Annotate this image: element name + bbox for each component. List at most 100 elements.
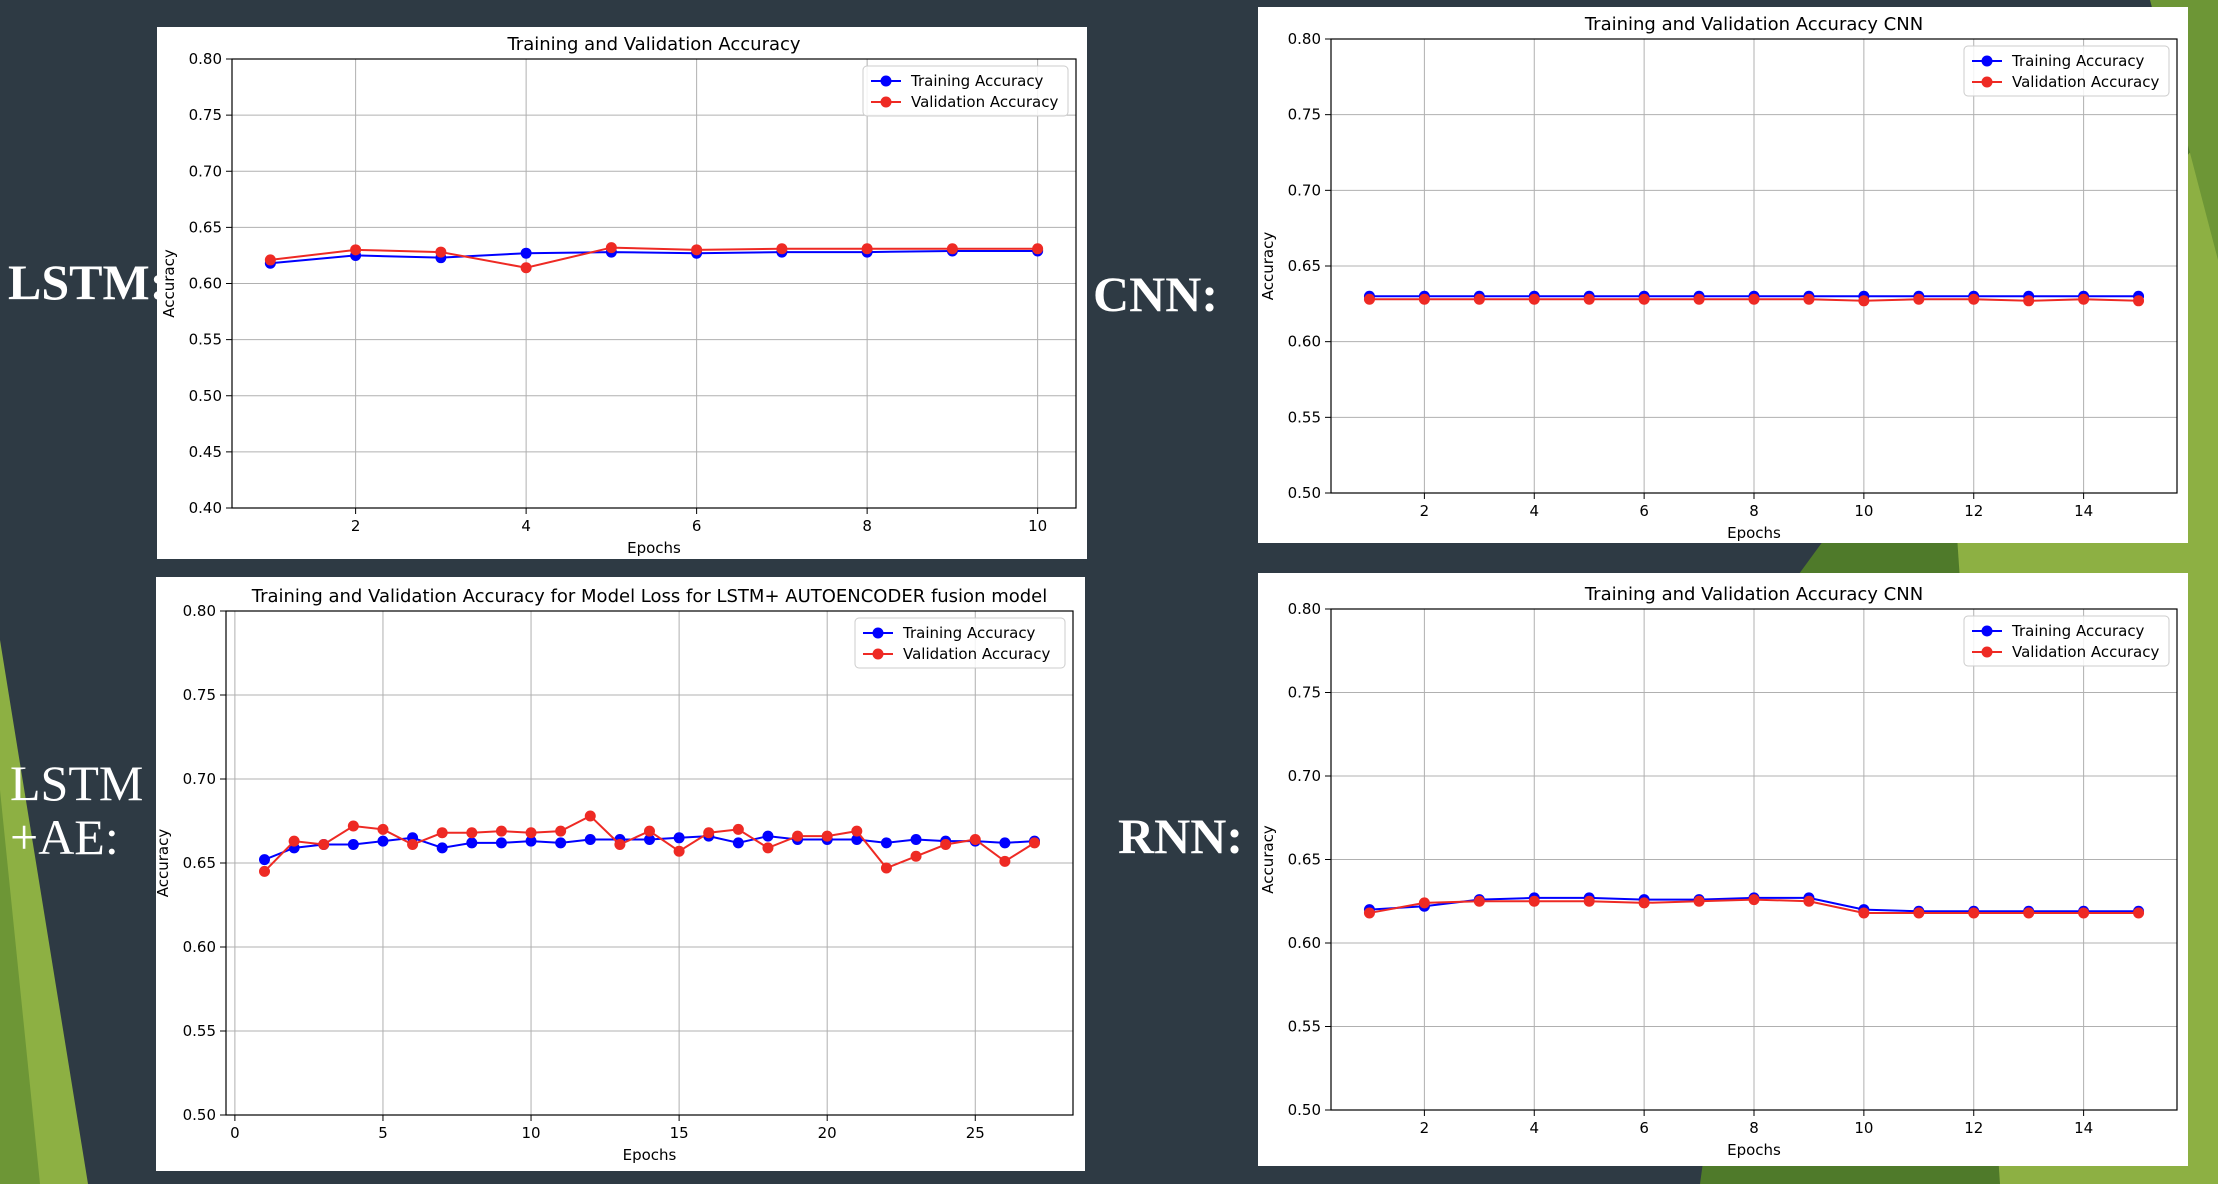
x-tick-label: 0 — [230, 1124, 240, 1142]
x-axis-label: Epochs — [1727, 1141, 1781, 1159]
rnn-accuracy-chart: 2 4 6 8 10 12 14 0.50 0.55 0.60 0.65 0.70 0.75 0.80 Tr… — [1259, 584, 2178, 1159]
data-point — [264, 254, 276, 266]
rnn-chart-panel: 2 4 6 8 10 12 14 0.50 0.55 0.60 0.65 0.70 0.75 0.80 Tr… — [1258, 573, 2188, 1166]
y-axis-label: Accuracy — [1259, 232, 1277, 301]
y-tick-label: 0.55 — [1288, 1018, 1321, 1036]
data-point — [2133, 295, 2145, 307]
data-point — [2023, 295, 2035, 307]
legend-box — [862, 65, 1069, 117]
y-tick-label: 0.60 — [189, 275, 222, 293]
data-point — [1583, 293, 1595, 305]
data-point — [691, 244, 703, 256]
data-point — [259, 854, 270, 866]
chart-title: Training and Validation Accuracy — [506, 34, 800, 55]
legend-marker — [1981, 76, 1993, 88]
data-point — [525, 827, 537, 839]
data-point — [732, 823, 744, 835]
legend-marker — [1981, 625, 1993, 637]
data-point — [288, 835, 300, 847]
data-point — [1803, 895, 1815, 907]
data-point — [644, 825, 655, 837]
x-tick-label: 5 — [378, 1124, 388, 1142]
grid — [1331, 38, 2177, 494]
lstm-ae-label-line2: +AE: — [10, 809, 119, 865]
chart-title: Training and Validation Accuracy CNN — [1584, 584, 1923, 605]
data-point — [377, 823, 389, 835]
data-point — [1583, 895, 1595, 907]
validation-accuracy-series — [264, 242, 1044, 274]
data-point — [555, 837, 567, 849]
y-tick-label: 0.55 — [1288, 408, 1321, 426]
legend: Training Accuracy Validation Accuracy — [1963, 615, 2170, 667]
data-point — [318, 839, 330, 851]
legend-marker — [1981, 646, 1993, 658]
data-point — [1913, 907, 1925, 919]
legend-item: Training Accuracy — [1972, 622, 2145, 640]
x-tick-label: 10 — [1854, 502, 1873, 520]
data-point — [520, 262, 532, 274]
data-point — [520, 247, 532, 259]
legend-label: Validation Accuracy — [903, 645, 1050, 663]
data-point — [495, 825, 507, 837]
legend-label: Validation Accuracy — [911, 93, 1058, 111]
legend: Training Accuracy Validation Accuracy — [854, 617, 1066, 669]
data-point — [1363, 293, 1375, 305]
chart-title: Training and Validation Accuracy for Mod… — [251, 586, 1048, 607]
x-tick-label: 8 — [862, 517, 872, 535]
x-tick-label: 4 — [1529, 1119, 1539, 1137]
data-point — [946, 243, 958, 255]
data-point — [1473, 895, 1485, 907]
y-tick-label: 0.80 — [1288, 600, 1321, 618]
legend-label: Training Accuracy — [902, 624, 1036, 642]
y-tick-label: 0.60 — [1288, 934, 1321, 952]
data-point — [1803, 293, 1815, 305]
data-point — [436, 842, 448, 854]
series-line — [270, 249, 1038, 265]
x-axis-label: Epochs — [1727, 524, 1781, 542]
y-tick-label: 0.80 — [1288, 30, 1321, 48]
data-point — [2078, 293, 2090, 305]
data-point — [1418, 293, 1430, 305]
data-point — [1473, 293, 1485, 305]
data-point — [1418, 897, 1430, 909]
y-tick-label: 0.40 — [189, 499, 222, 517]
y-tick-label: 0.70 — [189, 162, 222, 180]
data-point — [880, 862, 892, 874]
legend-label: Validation Accuracy — [2012, 643, 2159, 661]
x-tick-label: 4 — [1529, 502, 1539, 520]
data-point — [999, 855, 1011, 867]
legend-marker — [872, 648, 884, 660]
data-point — [999, 837, 1011, 849]
y-tick-label: 0.75 — [1288, 106, 1321, 124]
data-point — [1968, 293, 1980, 305]
x-tick-label: 20 — [818, 1124, 837, 1142]
data-point — [861, 243, 873, 255]
y-tick-label: 0.60 — [1288, 333, 1321, 351]
x-tick-label: 12 — [1964, 1119, 1983, 1137]
y-tick-label: 0.70 — [1288, 767, 1321, 785]
data-point — [969, 833, 981, 845]
data-point — [1693, 895, 1705, 907]
x-axis-label: Epochs — [623, 1146, 677, 1164]
legend-label: Training Accuracy — [2011, 52, 2145, 70]
legend: Training Accuracy Validation Accuracy — [1963, 45, 2170, 97]
data-point — [2078, 907, 2090, 919]
cnn-accuracy-chart: 2 4 6 8 10 12 14 0.50 0.55 0.60 0.65 0.70 0.75 0.80 Tr… — [1259, 14, 2178, 542]
data-point — [1913, 293, 1925, 305]
data-point — [776, 243, 788, 255]
cnn-chart-panel: 2 4 6 8 10 12 14 0.50 0.55 0.60 0.65 0.70 0.75 0.80 Tr… — [1258, 7, 2188, 543]
legend-item: Validation Accuracy — [863, 645, 1050, 663]
y-tick-label: 0.50 — [1288, 484, 1321, 502]
data-point — [910, 833, 922, 845]
data-point — [880, 837, 892, 849]
legend-label: Training Accuracy — [2011, 622, 2145, 640]
y-tick-label: 0.50 — [189, 387, 222, 405]
y-tick-label: 0.75 — [183, 686, 216, 704]
y-tick-label: 0.65 — [183, 854, 216, 872]
y-tick-label: 0.80 — [183, 602, 216, 620]
data-point — [762, 830, 774, 842]
data-point — [940, 839, 952, 851]
data-point — [347, 820, 359, 832]
data-point — [1858, 295, 1870, 307]
legend-marker — [872, 627, 884, 639]
